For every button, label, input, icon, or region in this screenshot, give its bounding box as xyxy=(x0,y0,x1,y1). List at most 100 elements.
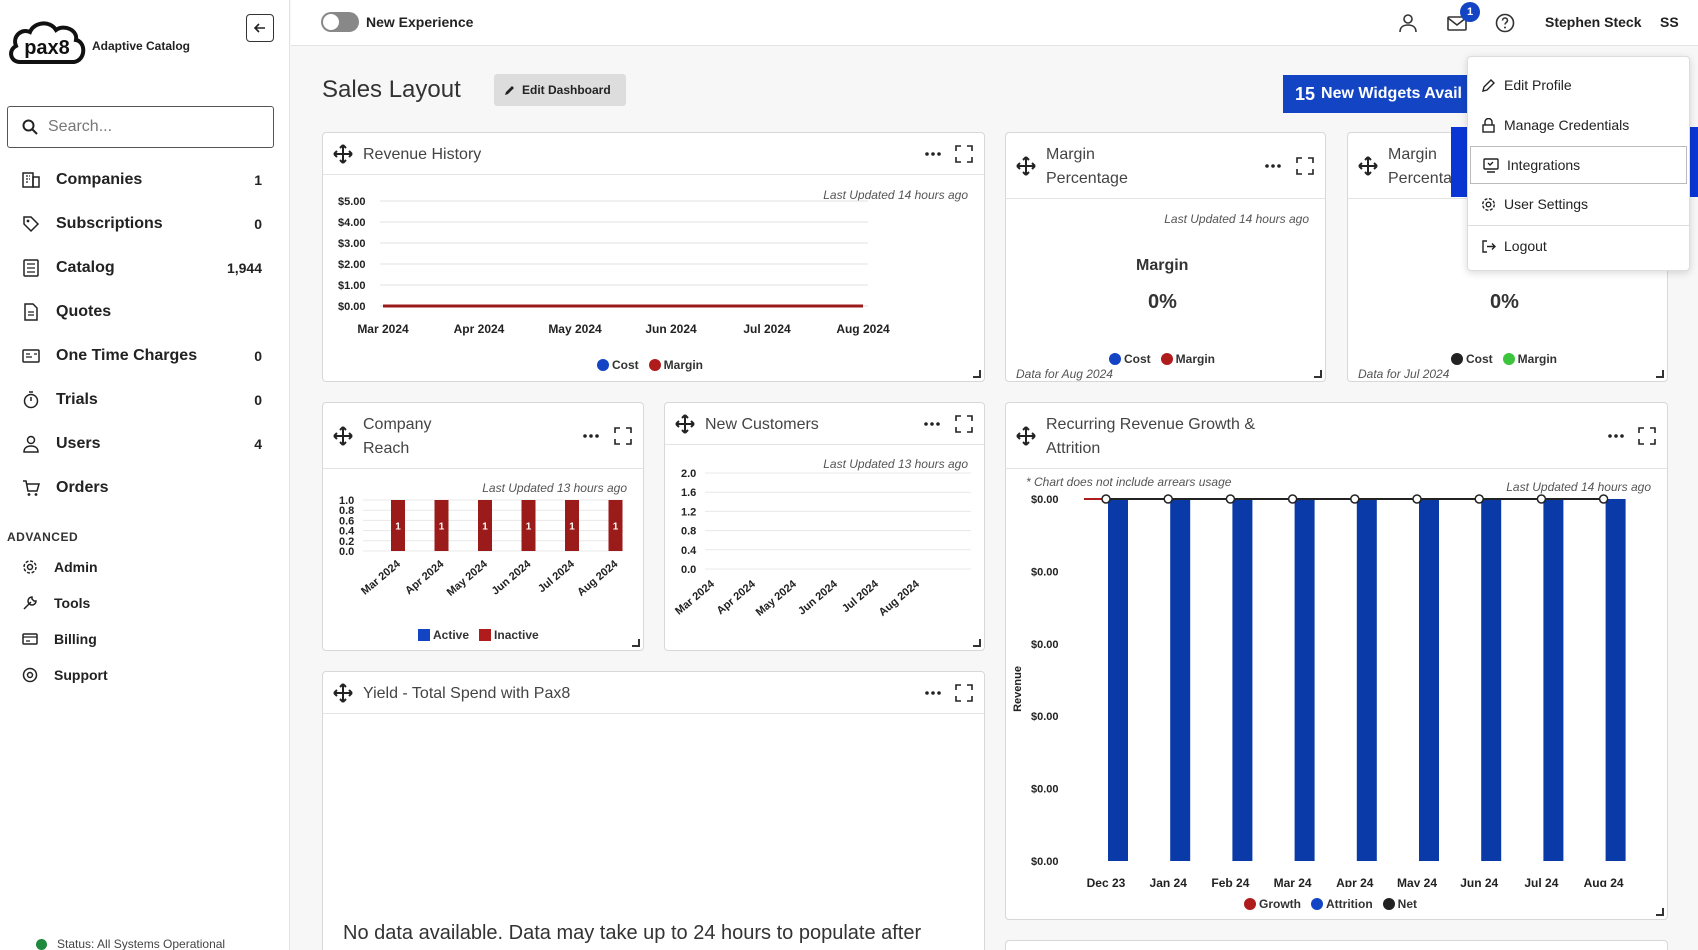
resize-handle[interactable] xyxy=(632,639,640,647)
legend-item-inactive[interactable]: Inactive xyxy=(479,628,539,642)
x-tick-label: Jan 24 xyxy=(1150,876,1188,887)
bar-attrition xyxy=(1170,499,1191,861)
y-tick-label: $0.00 xyxy=(1031,856,1059,868)
more-options-icon[interactable] xyxy=(923,683,943,703)
nav-users[interactable]: Users 4 xyxy=(0,422,290,466)
gear-icon xyxy=(22,559,38,575)
more-options-icon[interactable] xyxy=(1606,426,1626,446)
resize-handle[interactable] xyxy=(973,639,981,647)
nav-admin[interactable]: Admin xyxy=(0,549,290,585)
legend-item-margin[interactable]: Margin xyxy=(1502,352,1557,366)
nav-subscriptions[interactable]: Subscriptions 0 xyxy=(0,202,290,246)
edit-dashboard-button[interactable]: Edit Dashboard xyxy=(494,74,626,106)
menu-manage-credentials[interactable]: Manage Credentials xyxy=(1468,106,1689,144)
search-icon xyxy=(22,119,38,135)
chart-legend: Cost Margin xyxy=(597,358,713,372)
x-tick-label: Mar 2024 xyxy=(673,578,717,618)
widget-title-line1: Margin xyxy=(1388,146,1437,163)
user-name[interactable]: Stephen Steck xyxy=(1545,14,1642,30)
help-icon[interactable] xyxy=(1493,11,1517,35)
bar-data-label: 1 xyxy=(569,522,575,533)
nav-one-time-charges[interactable]: One Time Charges 0 xyxy=(0,334,290,378)
legend-label: Attrition xyxy=(1326,897,1373,911)
x-tick-label: Aug 2024 xyxy=(877,578,923,619)
expand-icon[interactable] xyxy=(955,145,973,163)
chart-legend: Cost Margin xyxy=(1451,352,1567,366)
net-point xyxy=(1536,494,1547,504)
menu-logout[interactable]: Logout xyxy=(1468,227,1689,265)
net-point xyxy=(1287,494,1298,504)
expand-icon[interactable] xyxy=(1296,157,1314,175)
resize-handle[interactable] xyxy=(1656,370,1664,378)
menu-user-settings[interactable]: User Settings xyxy=(1468,185,1689,223)
profile-icon[interactable] xyxy=(1396,11,1420,35)
more-options-icon[interactable] xyxy=(923,144,943,164)
resize-handle[interactable] xyxy=(1314,370,1322,378)
more-options-icon[interactable] xyxy=(581,426,601,446)
system-status[interactable]: Status: All Systems Operational xyxy=(36,937,225,950)
expand-icon[interactable] xyxy=(614,427,632,445)
resize-handle[interactable] xyxy=(1656,908,1664,916)
nav-billing[interactable]: Billing xyxy=(0,621,290,657)
x-tick-label: May 2024 xyxy=(548,322,602,336)
nav-orders[interactable]: Orders xyxy=(0,466,290,510)
y-tick-label: 1.0 xyxy=(339,495,354,507)
nav-catalog[interactable]: Catalog 1,944 xyxy=(0,246,290,290)
legend-item-margin[interactable]: Margin xyxy=(1160,352,1215,366)
widget-title-line2: Percentage xyxy=(1046,170,1128,187)
legend-item-growth[interactable]: Growth xyxy=(1244,897,1301,911)
nav-companies[interactable]: Companies 1 xyxy=(0,158,290,202)
new-widgets-button[interactable]: 15 New Widgets Avail xyxy=(1283,75,1473,113)
pencil-icon xyxy=(1480,77,1496,93)
resize-handle[interactable] xyxy=(973,370,981,378)
move-icon[interactable] xyxy=(675,414,695,434)
x-tick-label: Apr 2024 xyxy=(454,322,505,336)
legend-item-cost[interactable]: Cost xyxy=(1451,352,1493,366)
logo-text: pax8 xyxy=(24,37,70,59)
collapse-sidebar-button[interactable] xyxy=(246,14,274,42)
menu-integrations[interactable]: Integrations xyxy=(1470,146,1687,184)
edit-dashboard-label: Edit Dashboard xyxy=(522,83,611,97)
legend-item-cost[interactable]: Cost xyxy=(597,358,639,372)
legend-item-cost[interactable]: Cost xyxy=(1109,352,1151,366)
search-box[interactable] xyxy=(7,106,274,148)
expand-icon[interactable] xyxy=(1638,427,1656,445)
more-options-icon[interactable] xyxy=(922,414,942,434)
more-options-icon[interactable] xyxy=(1263,156,1283,176)
legend-item-margin[interactable]: Margin xyxy=(648,358,703,372)
nav-support[interactable]: Support xyxy=(0,657,290,693)
bar-data-label: 1 xyxy=(439,522,445,533)
catalog-icon xyxy=(22,259,40,277)
nav-tools[interactable]: Tools xyxy=(0,585,290,621)
new-customers-widget: New Customers Last Updated 13 hours ago … xyxy=(664,402,985,651)
menu-edit-profile[interactable]: Edit Profile xyxy=(1468,66,1689,104)
nav-quotes[interactable]: Quotes xyxy=(0,290,290,334)
new-experience-toggle[interactable] xyxy=(321,12,359,32)
brand-subtitle: Adaptive Catalog xyxy=(92,39,191,53)
mail-icon[interactable] xyxy=(1445,11,1469,35)
yield-widget: Yield - Total Spend with Pax8 No data av… xyxy=(322,671,985,950)
legend-item-net[interactable]: Net xyxy=(1382,897,1417,911)
expand-icon[interactable] xyxy=(955,415,973,433)
move-icon[interactable] xyxy=(333,683,353,703)
legend-item-active[interactable]: Active xyxy=(418,628,469,642)
legend-item-attrition[interactable]: Attrition xyxy=(1311,897,1373,911)
move-icon[interactable] xyxy=(1016,156,1036,176)
user-initials[interactable]: SS xyxy=(1660,14,1679,30)
net-point xyxy=(1163,494,1173,504)
search-input[interactable] xyxy=(48,118,248,136)
move-icon[interactable] xyxy=(1016,426,1036,446)
status-text: Status: All Systems Operational xyxy=(57,937,226,950)
expand-icon[interactable] xyxy=(955,684,973,702)
pax8-logo[interactable]: pax8 Adaptive Catalog xyxy=(6,16,190,72)
move-icon[interactable] xyxy=(1358,156,1378,176)
nav-trials[interactable]: Trials 0 xyxy=(0,378,290,422)
x-tick-label: Apr 2024 xyxy=(715,578,759,618)
move-icon[interactable] xyxy=(333,426,353,446)
y-tick-label: $4.00 xyxy=(338,217,366,229)
notification-badge: 1 xyxy=(1460,2,1480,22)
new-widgets-count: 15 xyxy=(1295,83,1316,104)
move-icon[interactable] xyxy=(333,144,353,164)
user-icon xyxy=(22,435,40,453)
x-tick-label: May 2024 xyxy=(445,558,491,599)
